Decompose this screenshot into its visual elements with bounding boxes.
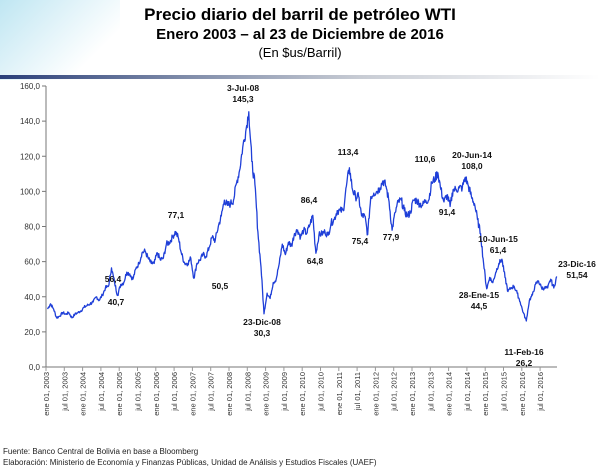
x-tick-label: ene 01, 2014: [445, 372, 454, 416]
x-tick-label: jul 01, 2015: [500, 372, 509, 412]
annotation: 86,4: [301, 195, 318, 205]
annotation-date: 20-Jun-14: [452, 150, 492, 160]
footer-source: Fuente: Banco Central de Bolivia en base…: [3, 447, 199, 456]
y-axis: 0,0 20,0 40,0 60,0 80,0 100,0 120,0 140,0 160,0: [20, 82, 47, 372]
annotation-value: 113,4: [338, 147, 359, 157]
decorative-corner: [0, 0, 120, 80]
series-lines: [46, 111, 558, 322]
annotation-date: 23-Dic-16: [558, 259, 596, 269]
x-tick-label: jul 01, 2011: [353, 372, 362, 411]
x-tick-label: jul 01, 2005: [134, 372, 143, 412]
x-tick-label: ene 01, 2005: [115, 372, 124, 416]
x-tick-label: jul 01, 2008: [243, 372, 252, 412]
title-divider: [0, 75, 600, 79]
x-tick-label: ene 01, 2013: [408, 372, 417, 416]
x-tick-label: jul 01, 2014: [463, 372, 472, 412]
x-tick-label: ene 01, 2008: [225, 372, 234, 416]
x-axis: ene 01, 2003 jul 01, 2003 ene 01, 2004 jul …: [42, 366, 557, 416]
annotation-value: 64,8: [307, 256, 324, 266]
x-tick-label: ene 01, 2012: [371, 372, 380, 416]
annotation: 56,4: [105, 274, 122, 284]
x-tick-label: ene 01, 2016: [518, 372, 527, 416]
annotation-value: 91,4: [439, 207, 456, 217]
annotation: 110,6: [415, 154, 436, 164]
annotation-date: 23-Dic-08: [243, 317, 281, 327]
x-tick-label: ene 01, 2011: [335, 372, 344, 415]
annotation-value: 56,4: [105, 274, 122, 284]
chart-subtitle: Enero 2003 – al 23 de Diciembre de 2016: [156, 26, 444, 43]
x-tick-label: jul 01, 2006: [170, 372, 179, 412]
x-tick-label: jul 01, 2004: [97, 372, 106, 412]
annotation-value: 50,5: [212, 281, 229, 291]
annotation-value: 86,4: [301, 195, 318, 205]
annotation-value: 51,54: [566, 270, 588, 280]
x-tick-label: ene 01, 2009: [262, 372, 271, 416]
annotation-value: 77,1: [168, 210, 185, 220]
annotation: 50,5: [212, 281, 229, 291]
chart-title: Precio diario del barril de petróleo WTI: [144, 5, 456, 24]
annotation-value: 40,7: [108, 297, 125, 307]
annotation-value: 61,4: [490, 245, 507, 255]
annotation-value: 145,3: [232, 94, 254, 104]
annotation: 91,4: [439, 207, 456, 217]
x-tick-label: jul 01, 2013: [426, 372, 435, 412]
x-tick-label: ene 01, 2006: [152, 372, 161, 416]
y-tick-label: 20,0: [24, 328, 40, 337]
wti-price-line: [46, 111, 558, 322]
footer-credit: Elaboración: Ministerio de Economía y Fi…: [3, 458, 377, 467]
y-tick-label: 80,0: [24, 223, 40, 232]
annotation: 77,9: [383, 232, 400, 242]
annotation: 113,4: [338, 147, 359, 157]
annotation: 75,4: [352, 236, 369, 246]
annotation-value: 44,5: [471, 301, 488, 311]
annotation-date: 10-Jun-15: [478, 234, 518, 244]
y-tick-label: 120,0: [20, 152, 41, 161]
annotation-value: 108,0: [461, 161, 483, 171]
x-tick-label: jul 01, 2012: [390, 372, 399, 412]
annotation-value: 77,9: [383, 232, 400, 242]
x-tick-label: ene 01, 2007: [188, 372, 197, 416]
x-tick-label: ene 01, 2003: [42, 372, 51, 416]
y-tick-label: 100,0: [20, 187, 41, 196]
y-tick-label: 60,0: [24, 258, 40, 267]
y-tick-label: 40,0: [24, 293, 40, 302]
x-tick-label: jul 01, 2010: [317, 372, 326, 412]
y-tick-label: 0,0: [29, 363, 41, 372]
y-tick-label: 140,0: [20, 117, 41, 126]
chart-unit-label: (En $us/Barril): [258, 45, 342, 60]
annotation-value: 75,4: [352, 236, 369, 246]
annotation: 40,7: [108, 297, 125, 307]
x-tick-label: jul 01, 2003: [60, 372, 69, 412]
annotation-value: 26,2: [516, 358, 533, 368]
annotation-date: 11-Feb-16: [504, 347, 543, 357]
x-tick-label: ene 01, 2015: [481, 372, 490, 416]
y-tick-label: 160,0: [20, 82, 41, 91]
annotation: 64,8: [307, 256, 324, 266]
annotation-date: 3-Jul-08: [227, 83, 259, 93]
annotation-value: 110,6: [415, 154, 436, 164]
x-tick-label: ene 01, 2010: [298, 372, 307, 416]
x-tick-label: jul 01, 2016: [536, 372, 545, 412]
annotation-date: 28-Ene-15: [459, 290, 499, 300]
x-tick-label: jul 01, 2007: [207, 372, 216, 412]
annotation-value: 30,3: [254, 328, 271, 338]
annotation: 77,1: [168, 210, 185, 220]
x-tick-label: ene 01, 2004: [79, 372, 88, 416]
x-tick-label: jul 01, 2009: [280, 372, 289, 412]
